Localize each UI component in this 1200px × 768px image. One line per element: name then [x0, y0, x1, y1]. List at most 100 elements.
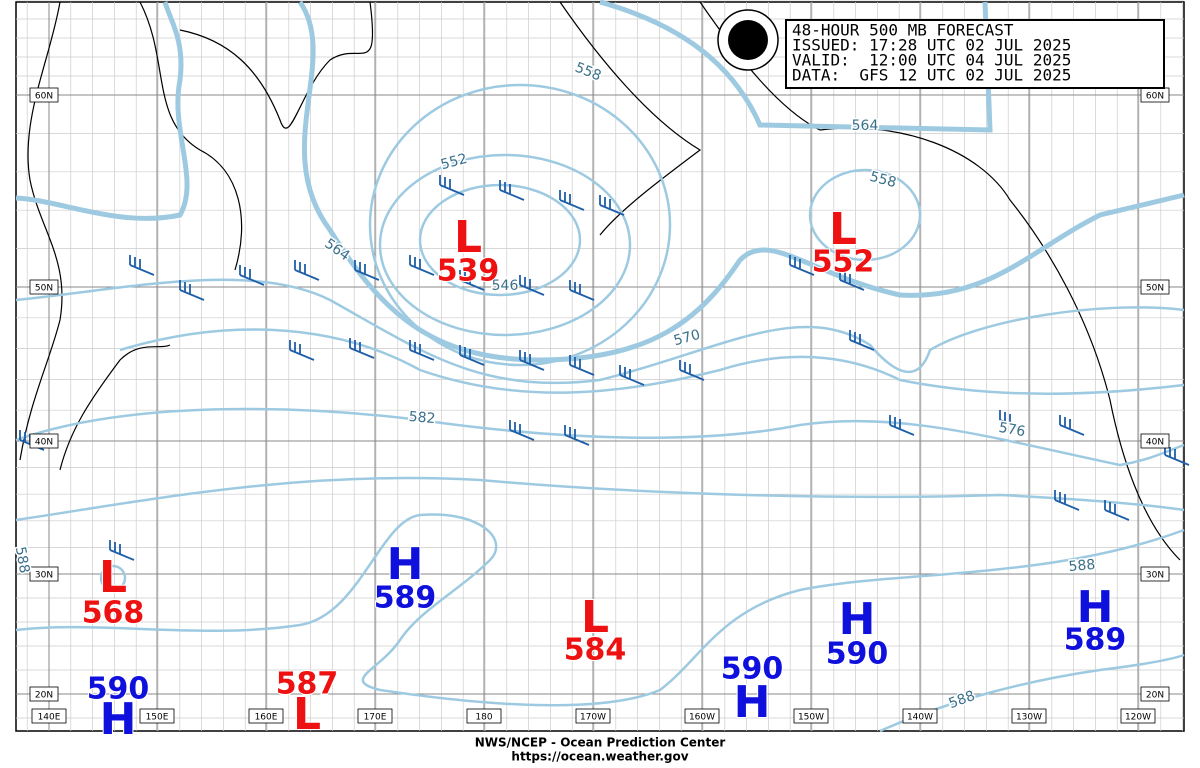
contour [99, 564, 127, 592]
label-box [684, 708, 720, 724]
latitude-label: 50N [35, 284, 53, 294]
pressure-center-symbol: L [99, 552, 127, 603]
coastline [59, 344, 171, 471]
contour [297, 0, 1185, 363]
latitude-label: 50N [1146, 284, 1164, 294]
label-box [1140, 686, 1170, 702]
wind-barb [889, 415, 915, 436]
noaa-logo-inner [728, 20, 768, 60]
longitude-label: 180 [475, 713, 492, 723]
longitude-label: 140W [907, 713, 933, 723]
contour-label: 546 [492, 278, 519, 294]
wind-barb [569, 355, 595, 376]
label-box [1140, 566, 1170, 582]
header-frame [785, 19, 1165, 89]
wind-barb [409, 255, 435, 276]
contour [808, 168, 922, 262]
contour [599, 0, 993, 133]
pressure-center-symbol: H [839, 594, 876, 645]
label-box [1011, 708, 1047, 724]
pressure-center-value: 539 [437, 254, 500, 289]
longitude-label: 170W [580, 713, 606, 723]
pressure-center-value: 589 [374, 581, 437, 616]
contour-label: 564 [852, 118, 879, 134]
pressure-center-symbol: H [1077, 582, 1114, 633]
wind-barb [519, 275, 545, 296]
label-box [466, 708, 502, 724]
label-box [1140, 279, 1170, 295]
longitude-label: 120W [1125, 713, 1151, 723]
wind-barb [564, 425, 590, 446]
labels: 60N 60N 50N 50N 40N 40N 30N 30N 20N 20N 140E 150E 16… [10, 58, 1170, 746]
label-box [29, 279, 59, 295]
header-title: 48-HOUR 500 MB FORECAST [792, 21, 1014, 40]
pressure-center-value: 552 [812, 245, 875, 280]
coastline [139, 1, 243, 271]
pressure-center-symbol: L [454, 212, 482, 263]
pressure-center-symbol: L [293, 689, 321, 740]
latitude-label: 20N [35, 691, 53, 701]
contour-label: 576 [997, 420, 1026, 440]
wind-barb [459, 270, 485, 291]
wind-barb [1059, 415, 1085, 436]
wind-barb [569, 280, 595, 301]
wind-barb [1054, 490, 1080, 511]
wind-barb [789, 255, 815, 276]
wind-barb [559, 190, 585, 211]
wind-barb [1104, 500, 1130, 521]
pressure-center-value: 568 [82, 596, 145, 631]
label-box [29, 87, 59, 103]
header-data: DATA: GFS 12 UTC 02 JUL 2025 [792, 66, 1071, 85]
footer-agency: NWS/NCEP - Ocean Prediction Center [475, 736, 726, 750]
label-box [139, 708, 175, 724]
pressure-center-symbol: H [734, 677, 771, 728]
graticule [16, 0, 1184, 731]
label-box [29, 686, 59, 702]
wind-barbs [19, 175, 1190, 561]
latitude-label: 30N [35, 571, 53, 581]
longitude-label: 150E [146, 713, 169, 723]
latitude-label: 20N [1146, 691, 1164, 701]
latitude-label: 30N [1146, 571, 1164, 581]
label-box [248, 708, 284, 724]
coastline [179, 1, 374, 129]
wind-barb [354, 260, 380, 281]
contour-label: 588 [12, 545, 32, 574]
label-box [575, 708, 611, 724]
coastline [699, 1, 1181, 561]
wind-barb [519, 350, 545, 371]
contour [368, 83, 672, 367]
wind-barb [439, 175, 465, 196]
pressure-center-symbol: L [829, 204, 857, 255]
label-box [902, 708, 938, 724]
latitude-label: 60N [35, 92, 53, 102]
label-box [31, 708, 67, 724]
label-box [1120, 708, 1156, 724]
contour [15, 1, 190, 221]
header-valid: VALID: 12:00 UTC 04 JUL 2025 [792, 51, 1071, 70]
latitude-label: 40N [1146, 438, 1164, 448]
label-box [1140, 433, 1170, 449]
contour [15, 278, 1185, 385]
latitude-label: 60N [1146, 92, 1164, 102]
contour [378, 153, 632, 337]
wind-barb [179, 280, 205, 301]
wind-barb [1164, 445, 1190, 466]
longitude-label: 130W [1016, 713, 1042, 723]
coastline [19, 1, 63, 461]
longitude-label: 160W [689, 713, 715, 723]
wind-barb [239, 265, 265, 286]
wind-barb [499, 180, 525, 201]
wind-barb [679, 360, 705, 381]
wind-barb [839, 270, 865, 291]
wind-barb [849, 330, 875, 351]
contour-label: 588 [1068, 557, 1096, 575]
label-box [29, 566, 59, 582]
contour [15, 476, 1185, 522]
wind-barb [409, 340, 435, 361]
contour-label: 582 [408, 409, 436, 427]
wind-barb [289, 340, 315, 361]
pressure-center-value: 589 [1064, 623, 1127, 658]
